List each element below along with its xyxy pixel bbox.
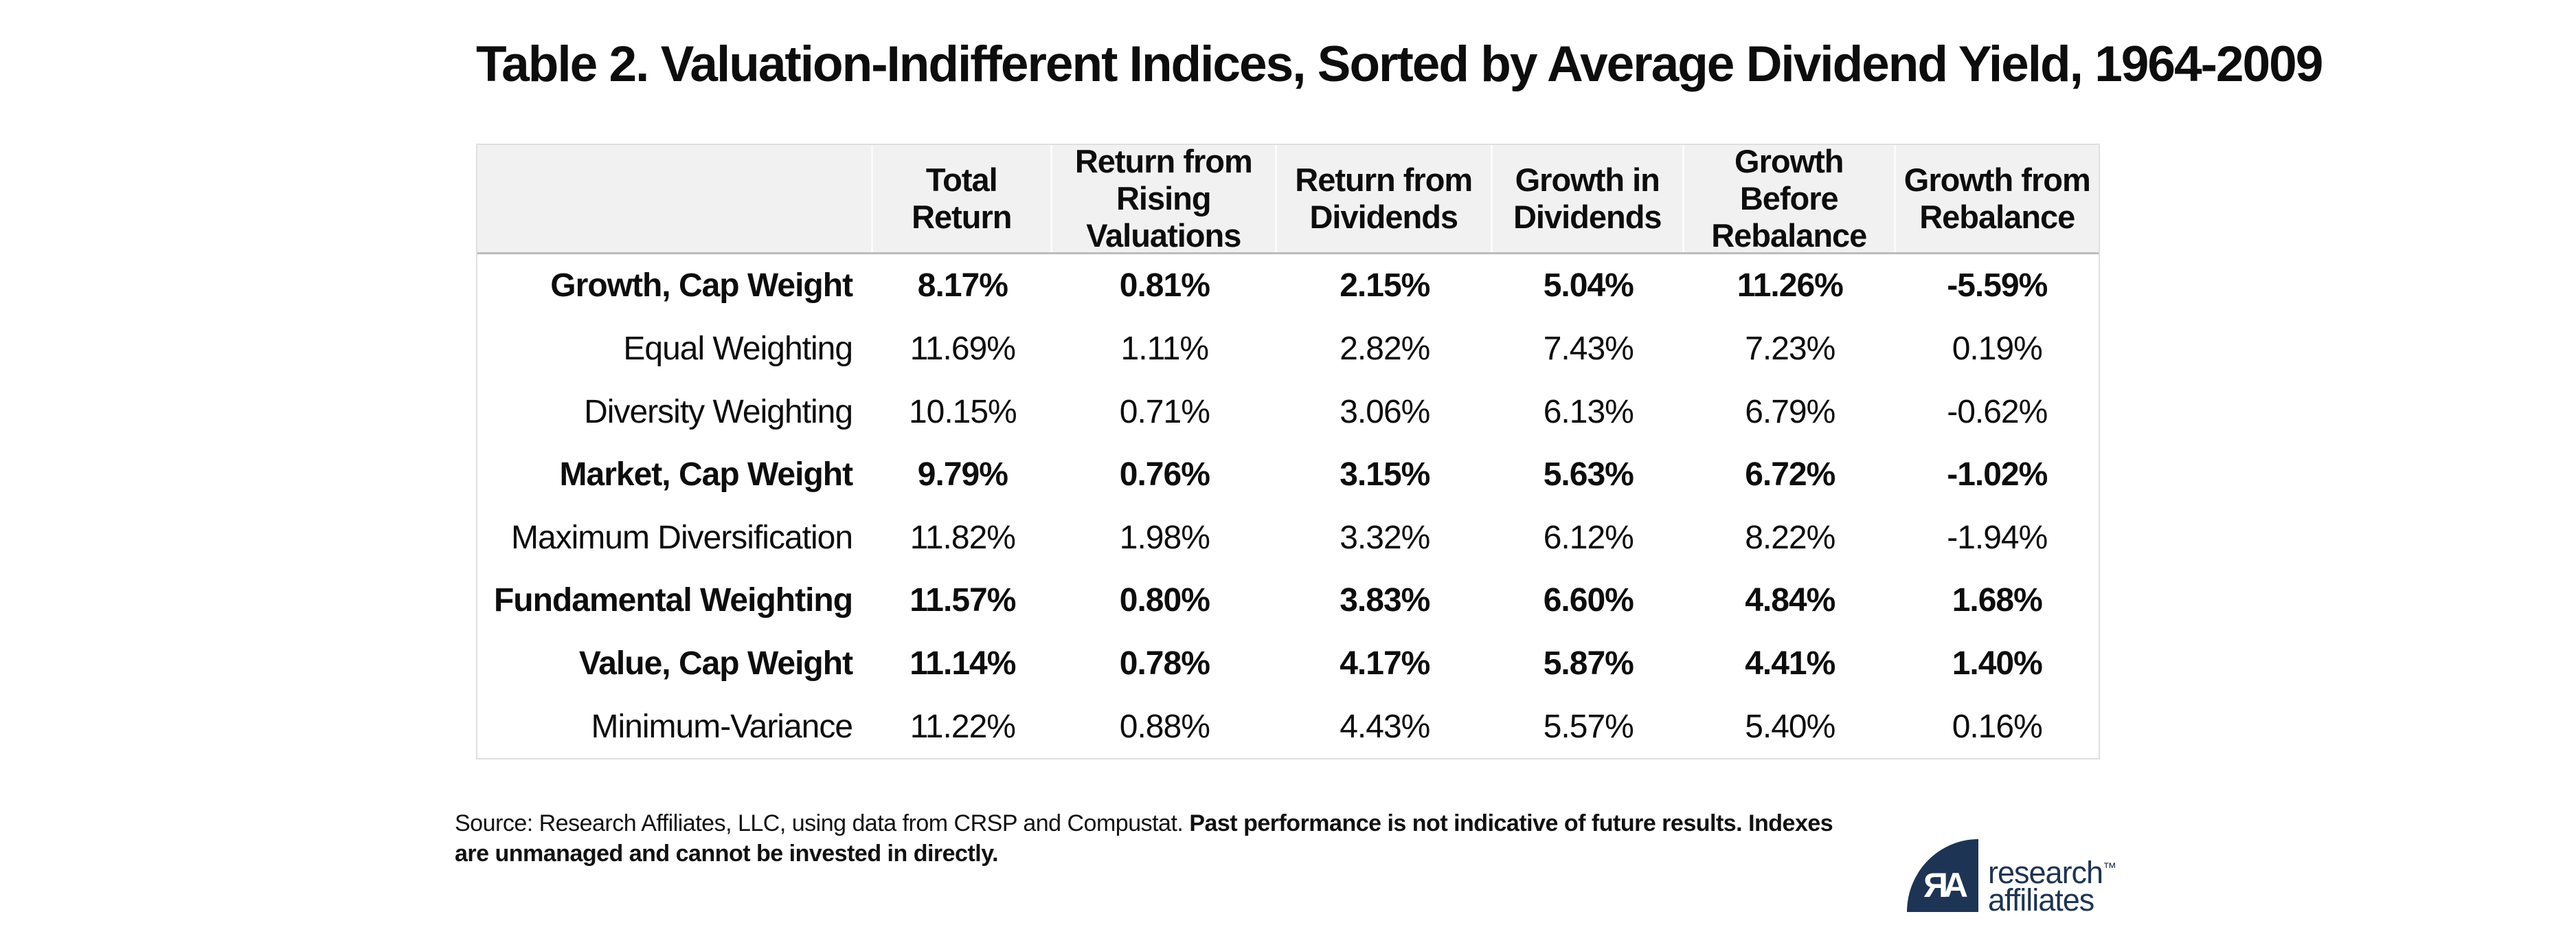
header-cell: Return from Rising Valuations <box>1052 143 1278 254</box>
value-cell: 11.69% <box>909 330 1016 367</box>
value-cell: 0.19% <box>1952 330 2043 367</box>
value-cell: 1.40% <box>1952 645 2043 682</box>
value-cell: 3.15% <box>1340 456 1430 493</box>
research-affiliates-logo: ЯA research™ affiliates <box>1907 839 2117 915</box>
value-cell: 0.78% <box>1119 645 1210 682</box>
row-label: Maximum Diversification <box>510 519 853 556</box>
header-cell: Growth Before Rebalance <box>1684 143 1896 254</box>
table-row: Diversity Weighting 10.15% 0.71% 3.06% 6.13%… <box>477 380 2099 443</box>
value-cell: -1.94% <box>1947 519 2048 556</box>
row-label: Growth, Cap Weight <box>550 267 853 304</box>
value-cell: 0.80% <box>1119 582 1210 619</box>
value-cell: 0.81% <box>1119 267 1210 304</box>
value-cell: 11.26% <box>1737 267 1844 304</box>
brand-line1: research <box>1988 855 2103 890</box>
header-cell: Total Return <box>873 145 1052 252</box>
value-cell: 7.23% <box>1745 330 1835 367</box>
value-cell: 5.63% <box>1543 456 1634 493</box>
value-cell: 11.57% <box>909 582 1016 619</box>
value-cell: 11.22% <box>909 708 1016 745</box>
value-cell: 5.57% <box>1543 708 1634 745</box>
value-cell: 4.17% <box>1340 645 1430 682</box>
header-cell: Growth from Rebalance <box>1903 162 2091 235</box>
value-cell: 11.14% <box>909 645 1016 682</box>
value-cell: 1.68% <box>1952 582 2043 619</box>
row-label: Market, Cap Weight <box>559 456 854 493</box>
ra-logo-mark-icon: ЯA <box>1907 839 1978 912</box>
header-cell-empty <box>477 145 874 252</box>
header-cell: Growth in Dividends <box>1493 145 1685 252</box>
row-label: Equal Weighting <box>623 330 853 367</box>
value-cell: 0.88% <box>1119 708 1210 745</box>
ra-monogram: ЯA <box>1923 866 1968 904</box>
table-row: Maximum Diversification 11.82% 1.98% 3.32% 6… <box>477 507 2099 570</box>
value-cell: 6.79% <box>1745 393 1835 430</box>
source-note: Source: Research Affiliates, LLC, using … <box>455 808 1966 869</box>
data-table: Total Return Return from Rising Valuation… <box>476 143 2100 759</box>
brand-line2: affiliates <box>1988 882 2094 918</box>
value-cell: 11.82% <box>909 519 1016 556</box>
value-cell: 3.06% <box>1340 393 1430 430</box>
header-cell: Return from Dividends <box>1277 145 1493 252</box>
row-label: Value, Cap Weight <box>578 645 853 682</box>
ra-wordmark: research™ affiliates <box>1988 854 2117 915</box>
disclaimer-text-line1: Past performance is not indicative of fu… <box>1189 810 1833 836</box>
value-cell: -5.59% <box>1947 267 2048 304</box>
value-cell: 1.98% <box>1119 519 1210 556</box>
table-row: Market, Cap Weight 9.79% 0.76% 3.15% 5.63% 6.… <box>477 443 2099 507</box>
value-cell: 9.79% <box>917 456 1008 493</box>
table-row: Equal Weighting 11.69% 1.11% 2.82% 7.43% 7.23… <box>477 318 2099 381</box>
row-label: Diversity Weighting <box>584 393 853 430</box>
value-cell: 3.83% <box>1340 582 1430 619</box>
table-header-row: Total Return Return from Rising Valuation… <box>477 143 2099 254</box>
table-title: Table 2. Valuation-Indifferent Indices, … <box>476 36 2323 92</box>
trademark-symbol: ™ <box>2103 860 2117 876</box>
table-row: Fundamental Weighting 11.57% 0.80% 3.83% 6.6… <box>477 569 2099 632</box>
value-cell: 1.11% <box>1120 330 1210 367</box>
value-cell: 4.41% <box>1745 645 1835 682</box>
value-cell: 2.82% <box>1340 330 1430 367</box>
table-row: Minimum-Variance 11.22% 0.88% 4.43% 5.57% 5.4… <box>477 695 2099 758</box>
source-text-regular: Source: Research Affiliates, LLC, using … <box>455 810 1190 836</box>
value-cell: 4.43% <box>1340 708 1430 745</box>
row-label: Fundamental Weighting <box>493 582 853 619</box>
table-row: Growth, Cap Weight 8.17% 0.81% 2.15% 5.04% 11… <box>477 254 2099 318</box>
table-row: Value, Cap Weight 11.14% 0.78% 4.17% 5.87% 4.… <box>477 632 2099 696</box>
value-cell: 5.87% <box>1543 645 1634 682</box>
value-cell: 0.76% <box>1119 456 1210 493</box>
table-body: Growth, Cap Weight 8.17% 0.81% 2.15% 5.04% 11… <box>477 254 2099 758</box>
value-cell: 5.04% <box>1543 267 1634 304</box>
value-cell: 3.32% <box>1340 519 1430 556</box>
value-cell: 0.71% <box>1119 393 1210 430</box>
value-cell: -0.62% <box>1947 393 2048 430</box>
disclaimer-text-line2: are unmanaged and cannot be invested in … <box>455 841 999 867</box>
value-cell: 6.72% <box>1745 456 1835 493</box>
value-cell: 6.60% <box>1543 582 1634 619</box>
value-cell: 5.40% <box>1745 708 1835 745</box>
value-cell: 2.15% <box>1340 267 1430 304</box>
value-cell: -1.02% <box>1947 456 2048 493</box>
value-cell: 6.13% <box>1543 393 1634 430</box>
value-cell: 6.12% <box>1543 519 1634 556</box>
row-label: Minimum-Variance <box>591 708 854 745</box>
value-cell: 0.16% <box>1952 708 2043 745</box>
value-cell: 8.22% <box>1745 519 1835 556</box>
value-cell: 8.17% <box>917 267 1008 304</box>
value-cell: 7.43% <box>1543 330 1634 367</box>
value-cell: 10.15% <box>908 393 1017 430</box>
value-cell: 4.84% <box>1745 582 1835 619</box>
